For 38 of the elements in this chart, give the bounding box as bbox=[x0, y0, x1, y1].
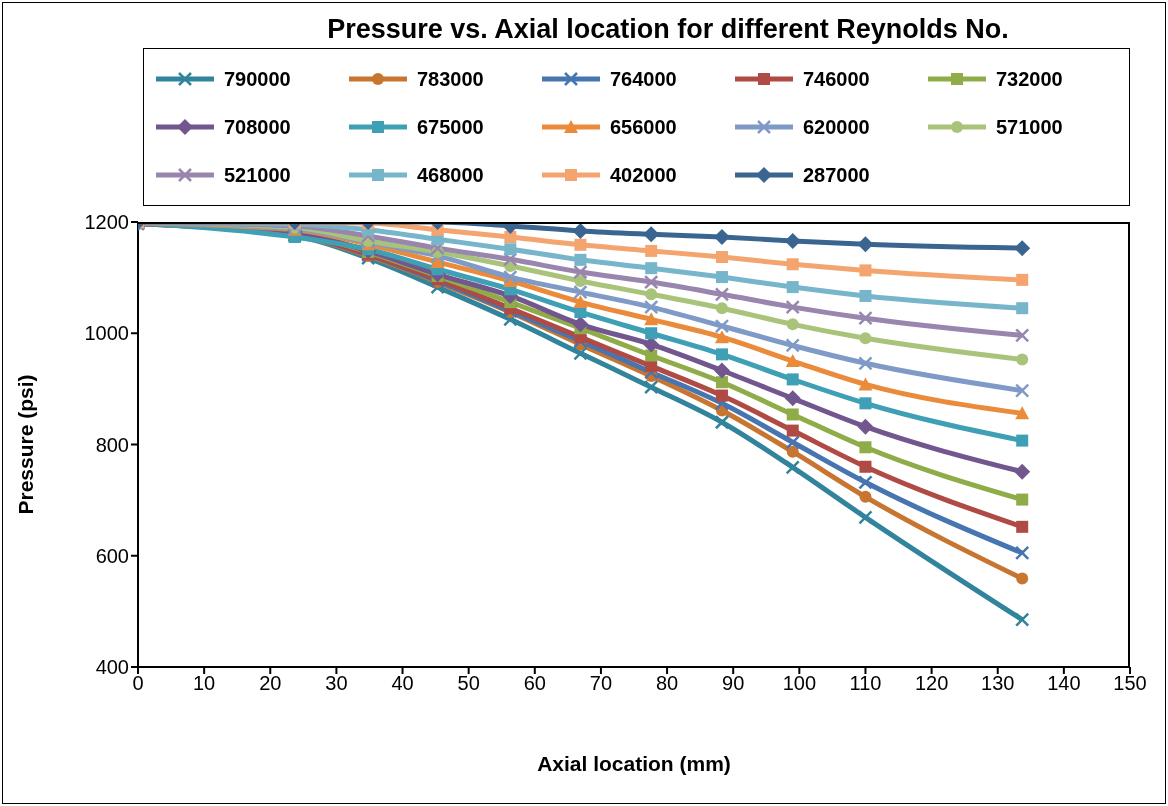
legend-label: 287000 bbox=[803, 163, 870, 187]
x-tick-label: 10 bbox=[193, 672, 216, 695]
x-tick-label: 90 bbox=[722, 672, 745, 695]
x-tick-label: 150 bbox=[1113, 672, 1147, 695]
legend-label: 468000 bbox=[417, 163, 484, 187]
x-tick-label: 100 bbox=[782, 672, 817, 695]
legend-label: 764000 bbox=[610, 67, 677, 91]
legend-label: 656000 bbox=[610, 115, 677, 139]
y-tick-label: 600 bbox=[95, 544, 129, 567]
legend-label: 521000 bbox=[224, 163, 291, 187]
x-tick-label: 20 bbox=[259, 672, 282, 695]
x-tick-label: 60 bbox=[523, 672, 546, 695]
x-tick-label: 70 bbox=[589, 672, 613, 695]
legend-label: 620000 bbox=[803, 115, 870, 139]
x-tick-label: 50 bbox=[457, 672, 480, 695]
y-axis-title: Pressure (psi) bbox=[14, 374, 38, 515]
legend-label: 571000 bbox=[996, 115, 1063, 139]
y-tick-label: 400 bbox=[95, 656, 129, 679]
legend-label: 783000 bbox=[417, 67, 484, 91]
legend-label: 402000 bbox=[610, 163, 677, 187]
x-tick-label: 30 bbox=[325, 672, 348, 695]
x-tick-label: 40 bbox=[391, 672, 414, 695]
y-tick-label: 1000 bbox=[84, 322, 129, 345]
x-tick-label: 120 bbox=[914, 672, 949, 695]
x-tick-label: 0 bbox=[132, 672, 144, 695]
y-tick-label: 800 bbox=[95, 433, 129, 456]
x-tick-label: 140 bbox=[1047, 672, 1081, 695]
x-tick-label: 110 bbox=[849, 672, 882, 695]
legend-label: 746000 bbox=[803, 67, 870, 91]
legend-label: 675000 bbox=[417, 115, 484, 139]
legend-label: 790000 bbox=[224, 67, 291, 91]
legend-label: 708000 bbox=[224, 115, 291, 139]
x-tick-label: 80 bbox=[655, 672, 679, 695]
chart-title: Pressure vs. Axial location for different Reynolds No. bbox=[326, 14, 1010, 45]
x-axis-title: Axial location (mm) bbox=[536, 752, 732, 776]
legend-label: 732000 bbox=[996, 67, 1063, 91]
x-tick-label: 130 bbox=[981, 672, 1015, 695]
y-tick-label: 1200 bbox=[84, 211, 129, 234]
